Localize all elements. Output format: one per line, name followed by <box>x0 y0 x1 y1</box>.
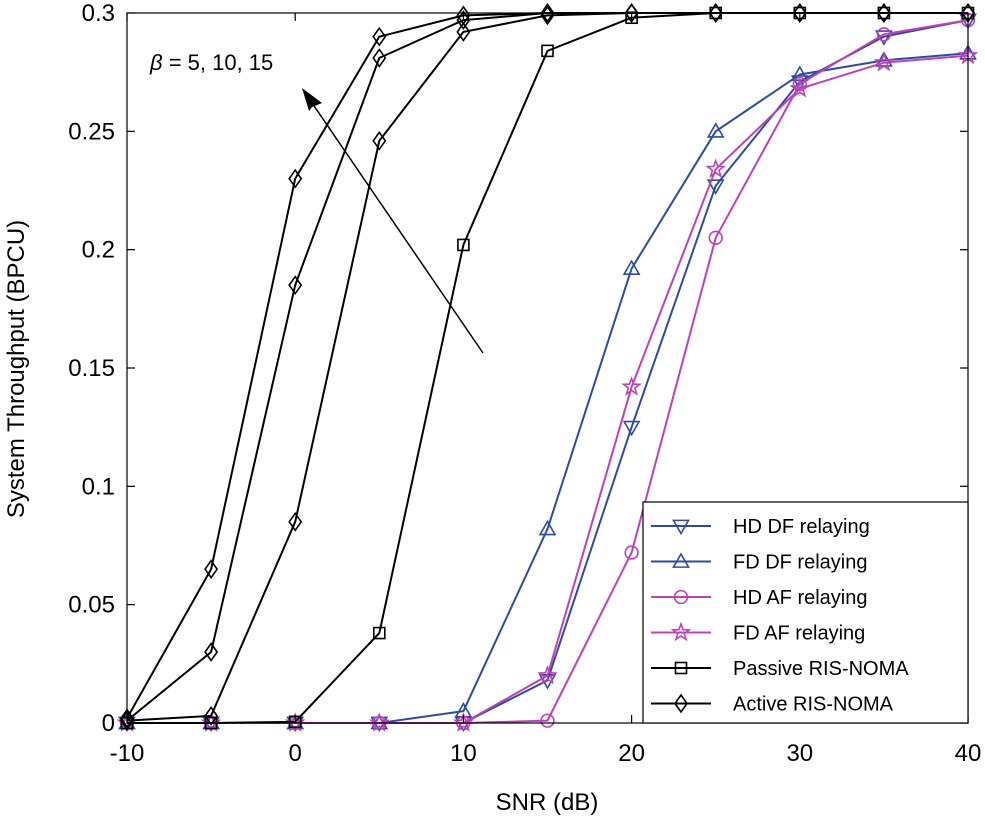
x-tick-label: 30 <box>786 740 813 767</box>
data-point-fd-af-relaying-7 <box>705 158 727 178</box>
data-point-fd-af-relaying-6 <box>621 376 642 396</box>
data-point-fd-af-relaying-8 <box>789 77 811 98</box>
annotation-arrowhead <box>302 88 322 111</box>
legend-item-hd-af-relaying: HD AF relaying <box>651 587 868 609</box>
data-point-active-ris-noma-5-4 <box>456 22 471 42</box>
data-point-active-ris-noma-15-2 <box>288 168 303 189</box>
y-tick-label: 0.1 <box>82 473 115 500</box>
y-tick-label: 0.15 <box>68 355 115 382</box>
y-axis-title: System Throughput (BPCU) <box>3 220 30 518</box>
legend-item-hd-df-relaying: HD DF relaying <box>651 516 870 538</box>
data-point-active-ris-noma-10-3 <box>372 48 387 68</box>
legend-marker-hd-af-relaying <box>673 589 689 605</box>
x-axis-title: SNR (dB) <box>496 789 599 816</box>
data-point-fd-af-relaying-5 <box>537 664 558 685</box>
data-point-active-ris-noma-10-0 <box>120 710 134 731</box>
data-point-fd-af-relaying-9 <box>873 51 895 72</box>
data-point-active-ris-noma-15-6 <box>624 3 639 23</box>
legend-marker-active-ris-noma <box>674 693 688 714</box>
data-point-fd-af-relaying-3 <box>368 712 390 732</box>
data-point-active-ris-noma-15-1 <box>204 559 219 580</box>
data-point-active-ris-noma-15-7 <box>708 3 723 23</box>
data-point-hd-df-relaying-7 <box>706 179 725 195</box>
data-point-active-ris-noma-10-2 <box>288 275 303 296</box>
x-tick-label: -10 <box>110 740 145 767</box>
data-point-active-ris-noma-15-8 <box>792 3 807 23</box>
data-point-passive-ris-noma-3 <box>372 626 386 640</box>
y-tick-label: 0.2 <box>82 237 115 264</box>
data-point-active-ris-noma-15-3 <box>372 26 387 47</box>
data-point-hd-af-relaying-8 <box>792 76 807 92</box>
y-tick-label: 0 <box>102 710 115 737</box>
legend: HD DF relaying FD DF relaying HD AF relayi… <box>642 501 969 724</box>
legend-item-fd-af-relaying: FD AF relaying <box>651 621 865 645</box>
legend-item-passive-ris-noma: Passive RIS-NOMA <box>651 658 909 680</box>
annotation-label: β = 5, 10, 15 <box>149 50 273 75</box>
data-point-hd-af-relaying-9 <box>876 27 892 42</box>
x-tick-label: 0 <box>289 740 302 767</box>
data-point-fd-df-relaying-7 <box>706 122 725 138</box>
data-point-active-ris-noma-10-1 <box>204 642 219 662</box>
data-point-fd-af-relaying-4 <box>453 712 474 732</box>
data-point-hd-df-relaying-6 <box>622 420 641 437</box>
legend-marker-passive-ris-noma <box>674 661 688 675</box>
legend-label: Passive RIS-NOMA <box>733 658 909 680</box>
legend-marker-hd-df-relaying <box>672 519 690 536</box>
legend-box <box>642 501 969 724</box>
data-point-hd-af-relaying-7 <box>708 230 723 246</box>
legend-label: FD AF relaying <box>733 623 865 645</box>
legend-item-fd-df-relaying: FD DF relaying <box>651 552 867 574</box>
legend-marker-fd-af-relaying <box>670 621 692 642</box>
data-point-active-ris-noma-15-0 <box>120 708 134 729</box>
data-point-fd-df-relaying-5 <box>538 519 557 536</box>
y-tick-label: 0.3 <box>82 0 115 27</box>
annotation-beta-symbol: β <box>149 50 163 75</box>
data-point-active-ris-noma-5-3 <box>372 130 387 151</box>
legend-label: HD AF relaying <box>733 587 868 609</box>
x-tick-label: 40 <box>955 740 982 767</box>
data-point-hd-af-relaying-5 <box>540 713 555 728</box>
data-point-passive-ris-noma-4 <box>457 238 470 252</box>
data-point-fd-df-relaying-6 <box>622 259 641 276</box>
annotation-arrow-line <box>309 99 484 354</box>
data-point-active-ris-noma-15-9 <box>876 3 891 23</box>
x-tick-label: 10 <box>450 740 477 767</box>
data-point-active-ris-noma-5-2 <box>288 511 303 532</box>
data-point-active-ris-noma-15-5 <box>540 3 555 23</box>
data-point-passive-ris-noma-5 <box>541 44 554 58</box>
legend-label: FD DF relaying <box>733 552 867 574</box>
data-point-hd-af-relaying-6 <box>624 545 639 560</box>
legend-label: HD DF relaying <box>733 516 870 538</box>
y-tick-label: 0.05 <box>68 592 115 619</box>
x-tick-label: 20 <box>618 740 645 767</box>
data-point-active-ris-noma-5-1 <box>204 706 219 726</box>
y-tick-label: 0.25 <box>68 118 115 145</box>
legend-marker-fd-df-relaying <box>672 552 690 568</box>
legend-label: Active RIS-NOMA <box>733 694 894 716</box>
annotation: β = 5, 10, 15 <box>149 50 484 354</box>
legend-item-active-ris-noma: Active RIS-NOMA <box>651 694 894 716</box>
annotation-beta-values: = 5, 10, 15 <box>163 50 274 75</box>
